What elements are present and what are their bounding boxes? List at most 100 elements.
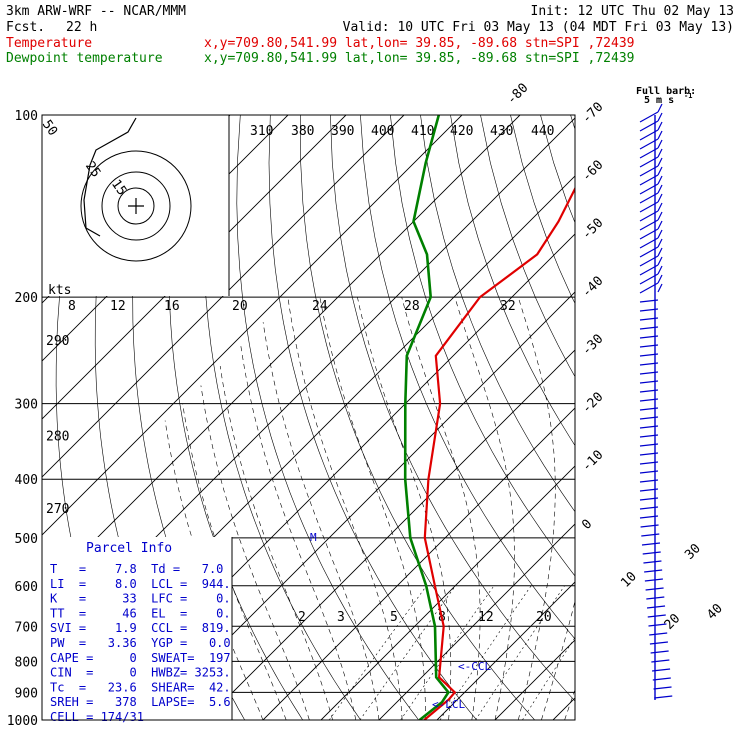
isotherm-line — [436, 581, 575, 720]
fcst-value: 22 h — [66, 20, 97, 35]
init-time: Init: 12 UTC Thu 02 May 13 — [531, 4, 735, 19]
wind-barb — [644, 578, 663, 582]
pressure-label: 800 — [15, 655, 38, 670]
wind-barb-flag — [657, 274, 663, 284]
dry-adiabat — [691, 115, 740, 720]
hodograph-ring-label-25: 25 — [82, 159, 103, 180]
temperature-station-info: x,y=709.80,541.99 lat,lon= 39.85, -89.68… — [204, 36, 634, 51]
mixing-ratio-line — [359, 585, 456, 720]
wind-barb-flag — [657, 184, 663, 194]
dry-adiabat — [203, 115, 361, 720]
wind-barb — [654, 695, 673, 699]
wind-barb — [639, 111, 659, 123]
wind-barb-flag — [657, 130, 663, 140]
isotherm-label: -10 — [579, 448, 606, 475]
mixing-ratio-line — [439, 585, 532, 720]
parcel-info-row: Tc = 23.6 SHEAR= 42. — [50, 680, 231, 694]
theta-e-label: 410 — [411, 124, 434, 139]
dry-adiabat — [420, 115, 575, 513]
wind-barb-flag — [657, 220, 663, 230]
ccl-marker: <-CCL — [458, 660, 491, 673]
wind-barb — [650, 650, 669, 654]
isotherm-line — [204, 349, 575, 720]
moist-adiabat — [357, 297, 452, 720]
pressure-label: 100 — [15, 109, 38, 124]
isotherm-line — [552, 697, 575, 720]
parcel-info-row: K = 33 LFC = 0. — [50, 592, 231, 606]
wind-barb — [649, 632, 668, 636]
wind-barbs — [639, 103, 673, 700]
hodograph-speed-12: 12 — [110, 299, 126, 314]
lcl-marker: <-LCL — [432, 698, 465, 711]
moist-adiabat — [219, 366, 333, 720]
hodograph-ring-inner — [117, 187, 155, 225]
dry-adiabat — [360, 115, 575, 640]
parcel-info-row: SREH = 378 LAPSE= 5.6 — [50, 695, 231, 709]
moist-adiabat — [401, 297, 481, 720]
pressure-label: 500 — [15, 532, 38, 547]
hodograph-ring-label-50: 50 — [39, 117, 60, 138]
fcst-label: Fcst. — [6, 20, 45, 35]
isotherm-label: -80 — [504, 81, 531, 108]
dry-adiabat — [268, 115, 477, 720]
temperature-line — [423, 186, 575, 720]
theta-e-label: 310 — [250, 124, 273, 139]
mixing-ratio-label: 20 — [536, 610, 552, 625]
model-title: 3km ARW-WRF -- NCAR/MMM — [6, 4, 186, 19]
parcel-info-row: LI = 8.0 LCL = 944. — [50, 577, 231, 591]
isotherm-line — [42, 115, 347, 420]
mixing-ratio-line — [328, 585, 427, 720]
theta-e-label: 380 — [291, 124, 314, 139]
isotherm-labels: -80 -70 -60 -50 -40 -30 -20 -10 0 10 20 30 40 — [504, 81, 726, 633]
barb-scale-units: 5 m s — [644, 95, 674, 106]
theta-label: 290 — [46, 334, 69, 349]
pressure-label: 200 — [15, 291, 38, 306]
isotherm-label: -40 — [579, 274, 606, 301]
moist-adiabat — [319, 297, 426, 720]
wind-barb-flag — [657, 148, 663, 158]
parcel-info-row: CIN = 0 HWBZ= 3253. — [50, 666, 231, 680]
isotherm-label: 20 — [662, 611, 684, 633]
parcel-info-row: T = 7.8 Td = 7.0 — [50, 562, 223, 576]
isotherm-line — [378, 523, 575, 720]
pressure-label: 400 — [15, 473, 38, 488]
moist-adiabat — [541, 600, 575, 720]
hodograph-speed-8: 8 — [68, 299, 76, 314]
wind-barb-flag — [657, 193, 663, 203]
isotherm-line — [262, 407, 575, 720]
dry-adiabat — [540, 115, 575, 224]
wind-barb — [651, 659, 670, 663]
isotherm-line — [42, 115, 463, 536]
dewpoint-station-info: x,y=709.80,541.99 lat,lon= 39.85, -89.68… — [204, 51, 634, 66]
wind-barb — [642, 551, 661, 555]
wind-barb-flag — [657, 229, 663, 239]
pressure-axis: 100 200 300 400 500 600 700 800 900 1000 — [7, 109, 38, 729]
dry-adiabat — [450, 115, 575, 447]
theta-e-label: 440 — [531, 124, 554, 139]
plot-frame — [41, 114, 576, 721]
dry-adiabat — [480, 115, 575, 378]
wind-barb-flag — [657, 202, 663, 212]
moist-adiabat — [454, 297, 515, 720]
moist-adiabat — [287, 297, 403, 720]
hodograph-speed-24: 24 — [312, 299, 328, 314]
wind-barb-flag — [657, 121, 663, 131]
wind-barb — [646, 605, 666, 609]
wind-barb-flag — [657, 256, 663, 266]
isotherm-label: -30 — [579, 332, 606, 359]
hodograph-center-cross — [128, 198, 144, 214]
wind-barb — [649, 641, 668, 645]
hodograph-speed-32: 32 — [500, 299, 516, 314]
wind-barb-flag — [657, 283, 663, 293]
pressure-label: 700 — [15, 620, 38, 635]
wind-barb — [643, 560, 662, 564]
isotherm-line — [669, 115, 740, 720]
wind-barb-flag — [657, 157, 663, 167]
hodograph-speed-28: 28 — [404, 299, 420, 314]
wind-barb-flag — [657, 139, 663, 149]
wind-barb-flag — [657, 175, 663, 185]
dry-adiabat — [236, 115, 419, 720]
isotherm-label: -20 — [579, 390, 606, 417]
parcel-info-row: CAPE = 0 SWEAT= 197 — [50, 651, 231, 665]
pressure-label: 1000 — [7, 714, 38, 729]
